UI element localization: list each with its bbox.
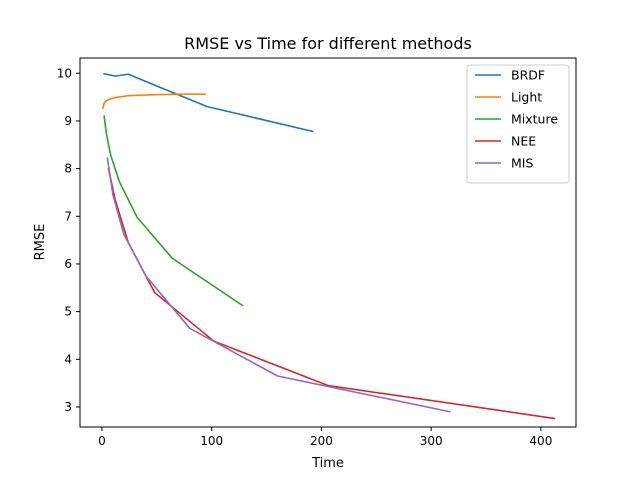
x-axis-label: Time: [311, 456, 344, 471]
series-line-light: [102, 93, 206, 110]
legend-box: [466, 64, 570, 184]
plot-layer: [102, 72, 555, 420]
x-tick-label: 100: [200, 434, 223, 448]
y-tick-label: 6: [64, 257, 72, 271]
x-tick-label: 200: [310, 434, 333, 448]
y-tick-label: 3: [64, 400, 72, 414]
y-axis-label: RMSE: [33, 224, 48, 261]
y-tick-label: 10: [57, 66, 72, 80]
y-tick-label: 5: [64, 305, 72, 319]
series-line-nee: [107, 167, 555, 420]
x-tick-label: 400: [529, 434, 552, 448]
legend-label-light: Light: [511, 90, 542, 105]
series-line-brdf: [103, 72, 314, 133]
legend-label-mixture: Mixture: [511, 112, 558, 127]
y-tick-label: 4: [64, 352, 72, 366]
x-tick-label: 0: [98, 434, 106, 448]
axes-layer: 0 100 200 300 400 3 4 5 6 7 8 9 10: [57, 66, 553, 448]
y-tick-label: 9: [64, 114, 72, 128]
chart-title: RMSE vs Time for different methods: [184, 34, 472, 53]
legend-label-nee: NEE: [511, 134, 536, 149]
legend: BRDF Light Mixture NEE MIS: [466, 64, 570, 184]
y-tick-label: 7: [64, 209, 72, 223]
legend-label-brdf: BRDF: [511, 68, 545, 83]
series-line-mixture: [103, 115, 244, 307]
series-line-mis: [106, 157, 451, 413]
legend-label-mis: MIS: [511, 156, 533, 171]
y-tick-label: 8: [64, 162, 72, 176]
x-tick-label: 300: [420, 434, 443, 448]
plot-frame: [79, 57, 577, 428]
